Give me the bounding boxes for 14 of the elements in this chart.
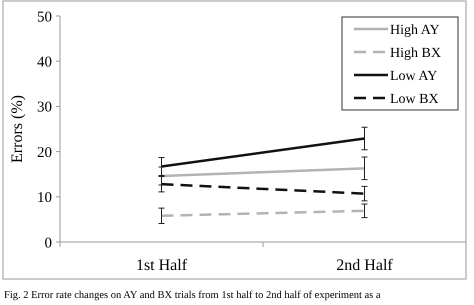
x-tick-label: 2nd Half [336,257,394,274]
x-tick-label: 1st Half [136,257,188,274]
legend-label: Low AY [390,68,438,84]
y-tick-label: 40 [37,54,52,70]
legend-label: Low BX [390,92,439,107]
caption: Fig. 2 Error rate changes on AY and BX trials from 1st half to 2nd half of experiment as a [4,290,381,301]
y-tick-label: 10 [37,190,52,206]
y-tick-label: 0 [44,235,52,252]
y-tick-label: 50 [37,9,52,26]
y-tick-label: 20 [37,144,52,161]
y-tick-label: 30 [37,100,52,116]
legend-label: High BX [390,46,441,61]
y-axis-title: Errors (%) [9,95,26,163]
legend-label: High AY [390,22,440,38]
